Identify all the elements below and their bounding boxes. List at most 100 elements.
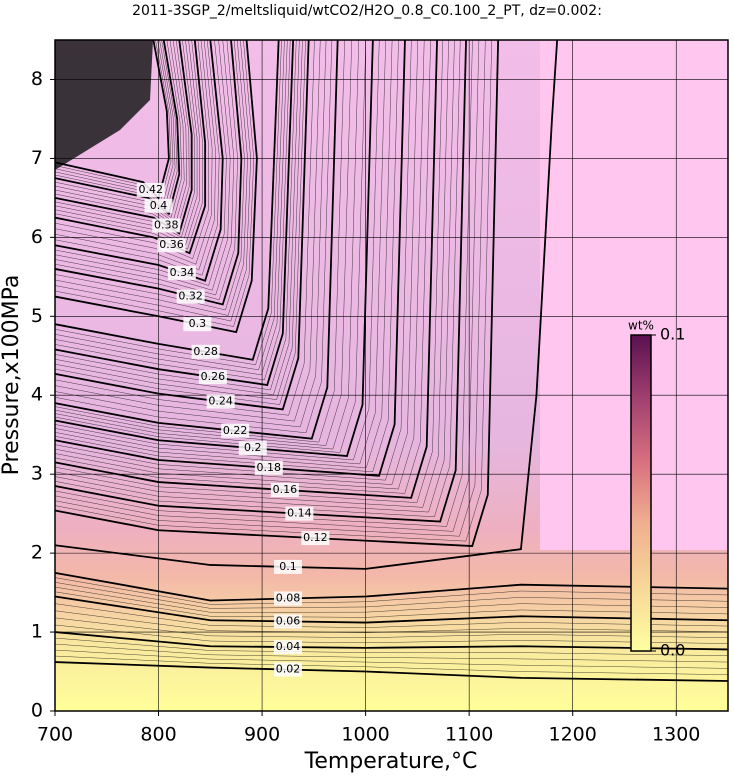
minor-contour	[54, 39, 238, 301]
contour-label: 0.14	[287, 507, 312, 520]
minor-contour	[54, 39, 216, 271]
minor-contour	[54, 39, 386, 465]
minor-contour	[54, 39, 315, 416]
x-tick-label: 1000	[341, 724, 389, 746]
minor-contour	[54, 39, 245, 311]
minor-contour	[54, 39, 444, 503]
minor-contour	[54, 39, 461, 518]
contour-line	[54, 39, 406, 477]
contour-label: 0.18	[257, 461, 282, 474]
contour-label-bg	[238, 441, 267, 456]
minor-contour	[54, 39, 303, 400]
contour-label-bg	[152, 218, 181, 233]
contour-label-bg	[273, 614, 302, 629]
contour-label: 0.1	[279, 560, 297, 573]
minor-contour	[54, 39, 220, 276]
contour-line	[54, 571, 729, 602]
contour-line	[54, 39, 258, 334]
minor-contour	[54, 39, 288, 376]
minor-contour	[54, 39, 352, 446]
contour-line	[54, 661, 729, 682]
contour-line	[54, 39, 243, 306]
y-tick-label: 8	[31, 68, 43, 90]
colorbar-label: wt%	[628, 319, 654, 333]
contour-label-bg	[157, 238, 186, 253]
y-tick-label: 1	[31, 621, 43, 643]
minor-contour	[54, 39, 449, 508]
dense-region	[55, 40, 153, 170]
minor-contour	[54, 39, 306, 405]
contour-label: 0.38	[154, 219, 179, 232]
y-tick-label: 3	[31, 463, 43, 485]
contour-label: 0.4	[150, 199, 168, 212]
minor-contour	[54, 39, 213, 265]
minor-contour	[54, 39, 185, 222]
minor-contour	[54, 586, 729, 613]
y-tick-label: 0	[31, 700, 43, 722]
minor-contour	[54, 39, 399, 473]
minor-contour	[54, 39, 227, 286]
x-axis-label: Temperature,°C	[304, 749, 478, 774]
x-tick-label: 1100	[445, 724, 493, 746]
minor-contour	[54, 39, 412, 481]
contour-label-bg	[273, 640, 302, 655]
contour-line	[54, 39, 467, 523]
minor-contour	[54, 39, 419, 485]
minor-contour	[54, 39, 176, 208]
minor-contour	[54, 655, 729, 675]
contour-line	[54, 39, 207, 255]
minor-contour	[54, 39, 200, 246]
contour-label-bg	[301, 531, 330, 546]
x-tick-label: 800	[140, 724, 176, 746]
contour-label: 0.24	[208, 395, 233, 408]
contour-label-bg	[254, 460, 283, 475]
colorbar-tick-label: 0.1	[660, 325, 685, 344]
contour-label-bg	[273, 591, 302, 606]
y-tick-label: 7	[31, 147, 43, 169]
minor-contour	[54, 39, 473, 527]
contour-label-bg	[206, 394, 235, 409]
x-tick-label: 700	[37, 724, 73, 746]
contour-label: 0.22	[223, 424, 248, 437]
contour-label: 0.2	[244, 441, 262, 454]
contour-label: 0.08	[276, 592, 301, 605]
contour-label-bg	[273, 662, 302, 677]
minor-contour	[54, 603, 729, 628]
minor-contour	[54, 582, 729, 609]
contour-line	[54, 39, 310, 411]
contour-line	[54, 39, 559, 570]
minor-contour	[54, 649, 729, 669]
contour-label-bg	[198, 370, 227, 385]
contour-line	[54, 39, 193, 235]
contour-label: 0.3	[189, 317, 207, 330]
minor-contour	[54, 39, 178, 211]
minor-contour	[54, 39, 380, 461]
y-tick-label: 4	[31, 384, 43, 406]
minor-contour	[54, 39, 182, 219]
minor-contour	[54, 39, 203, 250]
minor-contour	[54, 39, 172, 202]
y-tick-label: 6	[31, 226, 43, 248]
minor-contour	[54, 39, 198, 242]
minor-contour	[54, 39, 455, 513]
contour-label-bg	[144, 198, 173, 213]
minor-contour	[54, 39, 333, 434]
contour-line	[54, 39, 295, 386]
contour-label-bg	[183, 317, 212, 332]
contour-label-bg	[167, 265, 196, 280]
y-tick-label: 5	[31, 305, 43, 327]
minor-contour	[54, 643, 729, 663]
minor-contour	[54, 591, 729, 618]
minor-contour	[54, 617, 729, 638]
contour-label: 0.12	[303, 531, 328, 544]
contour-line	[54, 39, 170, 200]
contour-line	[54, 595, 729, 624]
minor-contour	[54, 39, 255, 327]
contour-line	[54, 39, 500, 547]
contour-label-bg	[191, 344, 220, 359]
colorbar	[630, 334, 652, 652]
minor-contour	[54, 39, 425, 490]
contour-line	[54, 39, 181, 216]
minor-contour	[54, 39, 492, 542]
